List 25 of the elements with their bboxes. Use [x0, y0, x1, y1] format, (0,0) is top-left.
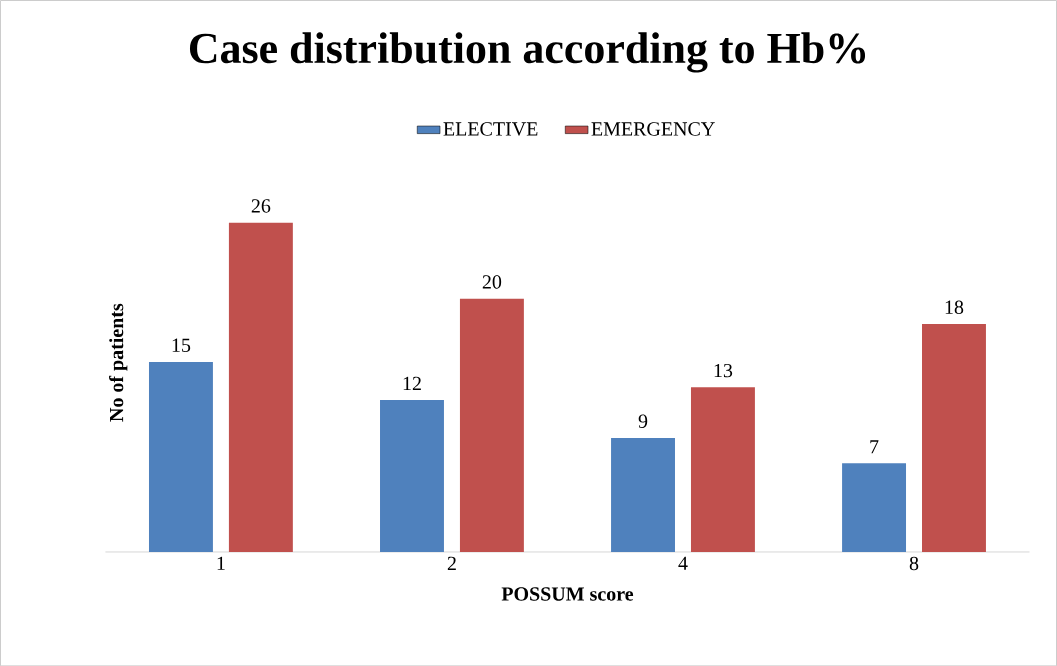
- data-label: 12: [403, 376, 421, 390]
- bar: [148, 361, 213, 552]
- bar: [690, 387, 755, 552]
- x-tick-label: 1: [217, 556, 225, 570]
- bar: [228, 222, 293, 552]
- bar: [459, 298, 524, 552]
- chart-title: Case distribution according to Hb%: [189, 32, 866, 73]
- legend-label: ELECTIVE: [443, 122, 538, 136]
- legend-label: EMERGENCY: [591, 122, 715, 136]
- x-tick-label: 2: [447, 556, 456, 570]
- data-label: 9: [638, 414, 648, 428]
- y-axis-title: No of patients: [109, 303, 128, 422]
- x-axis-title: POSSUM score: [501, 587, 634, 601]
- data-label: 20: [482, 275, 502, 289]
- bar: [922, 323, 986, 552]
- data-label: 13: [714, 363, 733, 378]
- x-tick-label: 4: [678, 556, 688, 570]
- bar: [380, 399, 444, 552]
- bar: [611, 437, 675, 552]
- data-label: 26: [251, 199, 271, 213]
- x-tick-label: 8: [909, 556, 919, 570]
- bar: [842, 463, 907, 552]
- data-label: 18: [945, 300, 964, 314]
- data-label: 7: [870, 440, 879, 454]
- data-label: 15: [172, 338, 191, 352]
